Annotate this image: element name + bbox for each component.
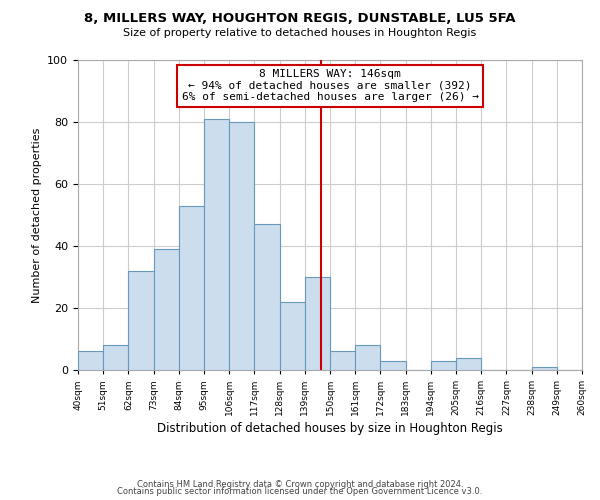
Text: Size of property relative to detached houses in Houghton Regis: Size of property relative to detached ho… — [124, 28, 476, 38]
Bar — [305, 277, 330, 370]
Bar — [154, 249, 179, 370]
Bar — [355, 345, 380, 370]
Bar — [532, 367, 557, 370]
Bar — [229, 122, 254, 370]
Bar — [330, 352, 355, 370]
Bar — [456, 358, 481, 370]
Text: 8 MILLERS WAY: 146sqm
← 94% of detached houses are smaller (392)
6% of semi-deta: 8 MILLERS WAY: 146sqm ← 94% of detached … — [182, 70, 479, 102]
Bar — [128, 271, 154, 370]
Text: 8, MILLERS WAY, HOUGHTON REGIS, DUNSTABLE, LU5 5FA: 8, MILLERS WAY, HOUGHTON REGIS, DUNSTABL… — [84, 12, 516, 26]
Y-axis label: Number of detached properties: Number of detached properties — [32, 128, 42, 302]
Text: Contains public sector information licensed under the Open Government Licence v3: Contains public sector information licen… — [118, 487, 482, 496]
Bar — [280, 302, 305, 370]
Bar — [78, 352, 103, 370]
Bar — [179, 206, 204, 370]
Bar — [103, 345, 128, 370]
Bar — [431, 360, 456, 370]
Bar — [380, 360, 406, 370]
Bar — [204, 119, 229, 370]
Bar — [254, 224, 280, 370]
X-axis label: Distribution of detached houses by size in Houghton Regis: Distribution of detached houses by size … — [157, 422, 503, 436]
Text: Contains HM Land Registry data © Crown copyright and database right 2024.: Contains HM Land Registry data © Crown c… — [137, 480, 463, 489]
